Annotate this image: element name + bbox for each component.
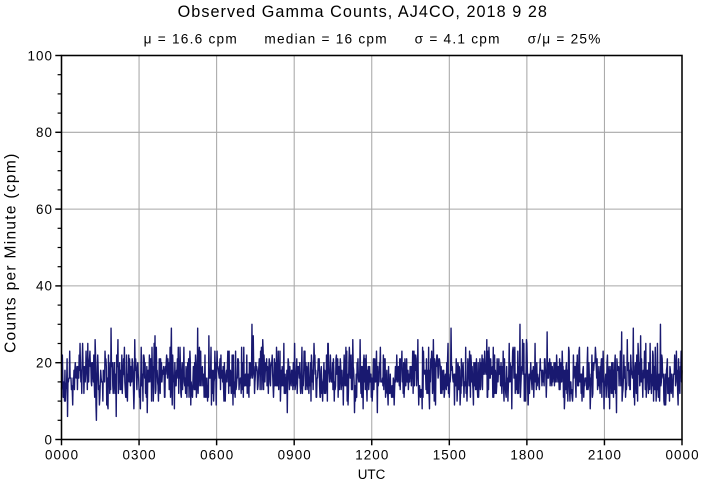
svg-text:μ = 16.6 cpm: μ = 16.6 cpm — [144, 31, 238, 46]
svg-text:1200: 1200 — [355, 448, 389, 463]
svg-text:0000: 0000 — [45, 448, 79, 463]
svg-text:80: 80 — [36, 125, 53, 140]
svg-text:0000: 0000 — [665, 448, 699, 463]
svg-text:0: 0 — [45, 432, 54, 447]
svg-text:2100: 2100 — [588, 448, 622, 463]
svg-text:median = 16 cpm: median = 16 cpm — [264, 31, 387, 46]
svg-text:20: 20 — [36, 356, 53, 371]
svg-text:Observed Gamma Counts, AJ4CO,: Observed Gamma Counts, AJ4CO, 2018 9 28 — [178, 3, 548, 21]
svg-text:σ = 4.1 cpm: σ = 4.1 cpm — [415, 31, 501, 46]
svg-text:40: 40 — [36, 279, 53, 294]
svg-text:100: 100 — [27, 48, 53, 63]
svg-text:σ/μ = 25%: σ/μ = 25% — [528, 31, 602, 46]
svg-text:UTC: UTC — [358, 467, 386, 482]
svg-text:Counts per Minute (cpm): Counts per Minute (cpm) — [3, 152, 20, 352]
svg-text:0600: 0600 — [200, 448, 234, 463]
svg-text:0900: 0900 — [278, 448, 312, 463]
svg-text:0300: 0300 — [123, 448, 157, 463]
svg-text:1500: 1500 — [433, 448, 467, 463]
svg-text:60: 60 — [36, 202, 53, 217]
svg-text:1800: 1800 — [510, 448, 544, 463]
